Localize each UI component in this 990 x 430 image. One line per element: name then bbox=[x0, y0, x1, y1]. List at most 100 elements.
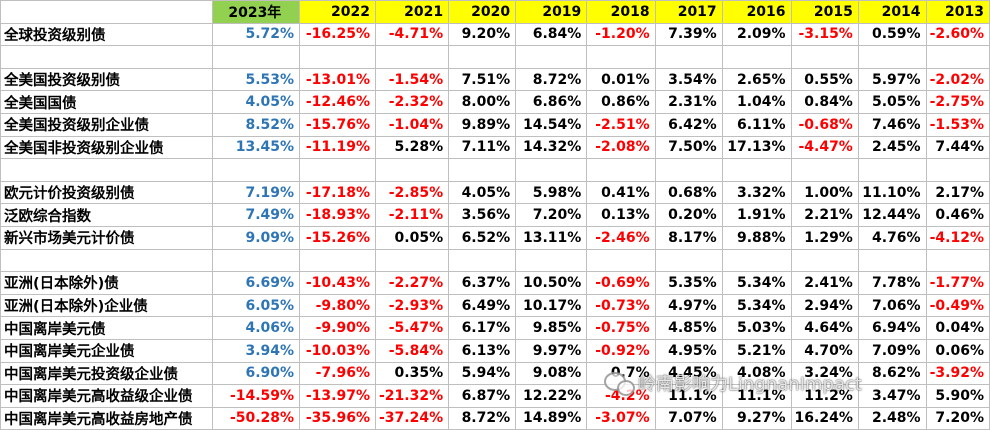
row-label: 新兴市场美元计价债 bbox=[0, 225, 213, 250]
return-cell: 7.06% bbox=[857, 293, 927, 318]
empty-cell bbox=[299, 158, 376, 182]
empty-cell bbox=[448, 45, 517, 69]
table-row: 全美国投资级别债 5.53% -13.01% -1.54% 7.51% 8.72% 0.01… bbox=[0, 67, 990, 92]
return-cell: -37.24% bbox=[374, 406, 450, 430]
return-cell: 4.45% bbox=[654, 361, 723, 386]
table-row: 欧元计价投资级别债 7.19% -17.18% -2.85% 4.05% 5.98% 0.4… bbox=[0, 180, 990, 205]
return-cell: 7.39% bbox=[654, 22, 723, 47]
return-cell: 6.86% bbox=[515, 90, 588, 114]
return-cell: -2.93% bbox=[374, 293, 450, 318]
return-cell: 0.13% bbox=[586, 203, 656, 227]
return-cell: 6.17% bbox=[448, 316, 517, 340]
return-cell: -10.03% bbox=[299, 338, 376, 363]
corner-cell bbox=[0, 0, 213, 24]
return-cell: 10.17% bbox=[515, 293, 588, 318]
spacer-row bbox=[0, 158, 990, 182]
watermark-text: 岭南影响力LingnanImpact bbox=[638, 374, 862, 395]
return-cell: -17.18% bbox=[299, 180, 376, 205]
return-cell: 8.00% bbox=[448, 90, 517, 114]
return-cell-2023: 3.94% bbox=[211, 338, 301, 363]
return-cell: -21.32% bbox=[374, 384, 450, 408]
row-label: 全球投资级别债 bbox=[0, 22, 213, 47]
return-cell: 9.89% bbox=[448, 112, 517, 137]
empty-cell bbox=[448, 158, 517, 182]
year-header-row: 2023年 2022 2021 2020 2019 2018 2017 2016 2015 201… bbox=[0, 0, 990, 24]
return-cell: -11.19% bbox=[299, 135, 376, 160]
empty-cell bbox=[586, 248, 656, 273]
empty-cell bbox=[0, 45, 213, 69]
empty-cell bbox=[515, 158, 588, 182]
empty-cell bbox=[211, 158, 301, 182]
return-cell: 7.11% bbox=[448, 135, 517, 160]
return-cell: 5.34% bbox=[721, 293, 792, 318]
return-cell: 5.90% bbox=[925, 384, 990, 408]
empty-cell bbox=[925, 158, 990, 182]
table-row: 泛欧综合指数 7.49% -18.93% -2.11% 3.56% 7.20% 0.13% 0… bbox=[0, 203, 990, 227]
return-cell: -10.43% bbox=[299, 271, 376, 295]
empty-cell bbox=[857, 158, 927, 182]
return-cell: 4.05% bbox=[448, 180, 517, 205]
return-cell: 12.22% bbox=[515, 384, 588, 408]
return-cell: 8.72% bbox=[515, 67, 588, 92]
return-cell: 4.76% bbox=[857, 225, 927, 250]
empty-cell bbox=[721, 248, 792, 273]
return-cell: 2.31% bbox=[654, 90, 723, 114]
row-label: 全美国非投资级别企业债 bbox=[0, 135, 213, 160]
year-header-cell: 2013 bbox=[925, 0, 990, 24]
empty-cell bbox=[374, 248, 450, 273]
return-cell: -13.01% bbox=[299, 67, 376, 92]
empty-cell bbox=[857, 45, 927, 69]
empty-cell bbox=[448, 248, 517, 273]
return-cell: -0.75% bbox=[586, 316, 656, 340]
year-header-cell: 2014 bbox=[857, 0, 927, 24]
return-cell: 0.59% bbox=[857, 22, 927, 47]
return-cell: 0.35% bbox=[374, 361, 450, 386]
empty-cell bbox=[721, 45, 792, 69]
return-cell: 4.64% bbox=[790, 316, 859, 340]
return-cell: 5.98% bbox=[515, 180, 588, 205]
return-cell-2023: 4.05% bbox=[211, 90, 301, 114]
empty-cell bbox=[654, 45, 723, 69]
return-cell-2023: 9.09% bbox=[211, 225, 301, 250]
return-cell: 4.85% bbox=[654, 316, 723, 340]
year-header-cell: 2016 bbox=[721, 0, 792, 24]
table-row: 中国离岸美元高收益级企业债 -14.59% -13.97% -21.32% 6.87% 1… bbox=[0, 384, 990, 408]
return-cell-2023: 6.90% bbox=[211, 361, 301, 386]
return-cell: -2.85% bbox=[374, 180, 450, 205]
return-cell: 7.51% bbox=[448, 67, 517, 92]
return-cell: -3.15% bbox=[790, 22, 859, 47]
table-row: 中国离岸美元投资级企业债 6.90% -7.96% 0.35% 5.94% 9.08% 0.… bbox=[0, 361, 990, 386]
return-cell: -1.20% bbox=[586, 22, 656, 47]
year-header-cell: 2023年 bbox=[211, 0, 301, 24]
return-cell: -1.53% bbox=[925, 112, 990, 137]
return-cell: 4.97% bbox=[654, 293, 723, 318]
return-cell: -16.25% bbox=[299, 22, 376, 47]
table-row: 亚洲(日本除外)企业债 6.05% -9.80% -2.93% 6.49% 10.17% -… bbox=[0, 293, 990, 318]
return-cell: -4.71% bbox=[374, 22, 450, 47]
return-cell: 7.09% bbox=[857, 338, 927, 363]
empty-cell bbox=[211, 248, 301, 273]
return-cell: -13.97% bbox=[299, 384, 376, 408]
return-cell: 17.13% bbox=[721, 135, 792, 160]
return-cell: 6.37% bbox=[448, 271, 517, 295]
return-cell: 1.91% bbox=[721, 203, 792, 227]
return-cell: 0.41% bbox=[586, 180, 656, 205]
return-cell: 6.87% bbox=[448, 384, 517, 408]
return-cell: 13.11% bbox=[515, 225, 588, 250]
empty-cell bbox=[211, 45, 301, 69]
return-cell: 7.50% bbox=[654, 135, 723, 160]
empty-cell bbox=[790, 248, 859, 273]
spacer-row bbox=[0, 248, 990, 273]
return-cell: 6.13% bbox=[448, 338, 517, 363]
return-cell: -0.73% bbox=[586, 293, 656, 318]
table-row: 新兴市场美元计价债 9.09% -15.26% 0.05% 6.52% 13.11% -2.… bbox=[0, 225, 990, 250]
row-label: 亚洲(日本除外)债 bbox=[0, 271, 213, 295]
return-cell: -15.76% bbox=[299, 112, 376, 137]
return-cell: 11.10% bbox=[857, 180, 927, 205]
return-cell: 1.00% bbox=[790, 180, 859, 205]
year-header-cell: 2020 bbox=[448, 0, 517, 24]
return-cell: -1.77% bbox=[925, 271, 990, 295]
return-cell: 9.97% bbox=[515, 338, 588, 363]
empty-cell bbox=[586, 158, 656, 182]
